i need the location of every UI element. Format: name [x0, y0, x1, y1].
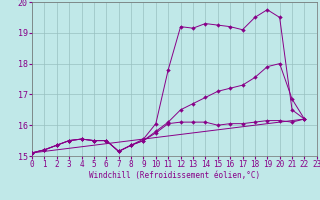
X-axis label: Windchill (Refroidissement éolien,°C): Windchill (Refroidissement éolien,°C): [89, 171, 260, 180]
